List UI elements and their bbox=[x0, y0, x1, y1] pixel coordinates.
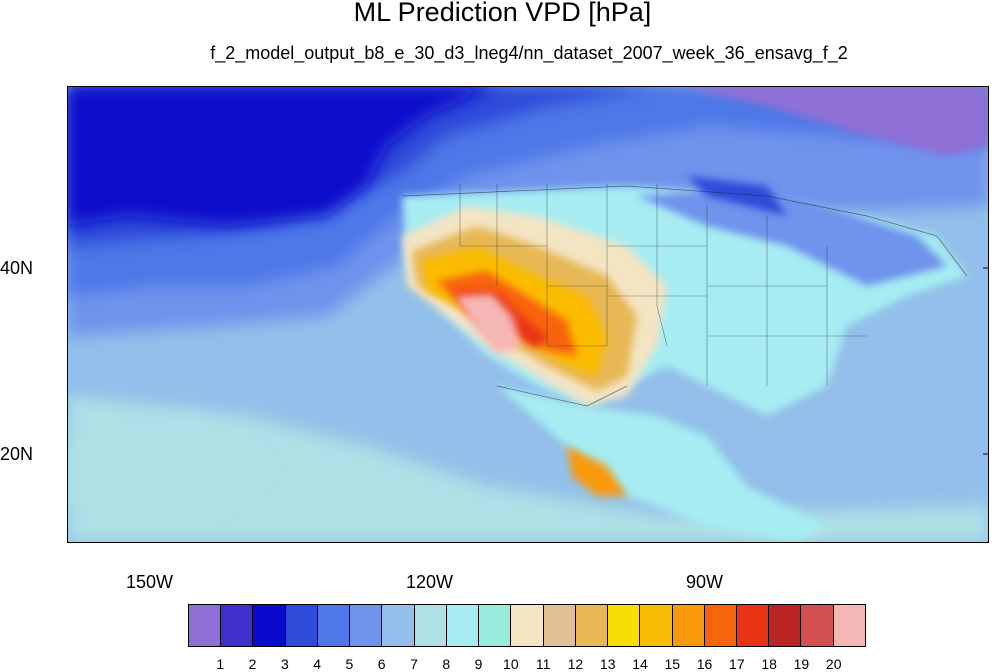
lake-superior-region bbox=[687, 176, 787, 216]
colorbar-label: 9 bbox=[474, 656, 483, 672]
colorbar-label: 14 bbox=[632, 656, 648, 672]
lat-label-40n: 40N bbox=[0, 258, 34, 278]
colorbar-swatch bbox=[833, 605, 865, 646]
colorbar-label: 18 bbox=[761, 656, 777, 672]
map-ticks bbox=[983, 267, 989, 455]
colorbar bbox=[188, 604, 866, 647]
mexico-land bbox=[497, 386, 827, 543]
mexico-dry-patch bbox=[567, 446, 627, 496]
colorbar-swatch bbox=[285, 605, 318, 646]
colorbar-label: 6 bbox=[377, 656, 386, 672]
lon-label-150w: 150W bbox=[126, 572, 174, 592]
colorbar-swatch bbox=[317, 605, 351, 646]
map-frame bbox=[67, 86, 989, 543]
colorbar-swatch bbox=[543, 605, 576, 646]
colorbar-swatch bbox=[221, 605, 254, 646]
map-subtitle: f_2_model_output_b8_e_30_d3_lneg4/nn_dat… bbox=[210, 43, 848, 63]
colorbar-label: 10 bbox=[503, 656, 519, 672]
colorbar-label: 2 bbox=[248, 656, 257, 672]
colorbar-label: 7 bbox=[410, 656, 418, 672]
colorbar-label: 17 bbox=[729, 656, 745, 672]
colorbar-swatch bbox=[189, 605, 222, 646]
colorbar-swatch bbox=[479, 605, 512, 646]
colorbar-label: 19 bbox=[793, 656, 810, 672]
map-canvas bbox=[67, 86, 989, 543]
colorbar-label: 4 bbox=[313, 656, 322, 672]
colorbar-label: 1 bbox=[216, 656, 225, 672]
colorbar-label: 16 bbox=[696, 656, 713, 672]
colorbar-label: 11 bbox=[535, 656, 551, 672]
colorbar-swatch bbox=[446, 605, 480, 646]
lat-label-20n: 20N bbox=[0, 444, 34, 464]
state-boundaries bbox=[459, 184, 867, 386]
colorbar-label: 20 bbox=[825, 656, 842, 672]
colorbar-label: 3 bbox=[280, 656, 289, 672]
canada-border bbox=[401, 185, 968, 277]
colorbar-label: 8 bbox=[442, 656, 451, 672]
lon-label-120w: 120W bbox=[406, 572, 454, 592]
colorbar-swatch bbox=[350, 605, 383, 646]
colorbar-swatch bbox=[736, 605, 770, 646]
colorbar-label: 13 bbox=[599, 656, 616, 672]
mexico-border bbox=[496, 385, 628, 407]
vpd-contour-20 bbox=[455, 294, 522, 354]
colorbar-swatch bbox=[382, 605, 415, 646]
colorbar-swatch bbox=[640, 605, 673, 646]
colorbar-label: 15 bbox=[664, 656, 681, 672]
lon-label-90w: 90W bbox=[686, 572, 724, 592]
colorbar-swatch bbox=[672, 605, 705, 646]
tropical-pacific-band bbox=[67, 396, 989, 543]
colorbar-label: 12 bbox=[567, 656, 584, 672]
colorbar-swatch bbox=[575, 605, 609, 646]
colorbar-swatch bbox=[608, 605, 641, 646]
colorbar-swatch bbox=[414, 605, 447, 646]
great-lakes-region bbox=[637, 186, 947, 286]
colorbar-label: 5 bbox=[345, 656, 354, 672]
map-title: ML Prediction VPD [hPa] bbox=[353, 0, 652, 27]
colorbar-swatch bbox=[801, 605, 834, 646]
colorbar-swatch bbox=[511, 605, 544, 646]
hawaii-region bbox=[67, 416, 267, 506]
gulf-of-alaska-band bbox=[67, 86, 497, 226]
hudson-bay-region bbox=[677, 86, 989, 156]
colorbar-swatch bbox=[704, 605, 737, 646]
colorbar-swatch bbox=[253, 605, 286, 646]
colorbar-swatch bbox=[769, 605, 802, 646]
vpd-map bbox=[67, 86, 989, 543]
